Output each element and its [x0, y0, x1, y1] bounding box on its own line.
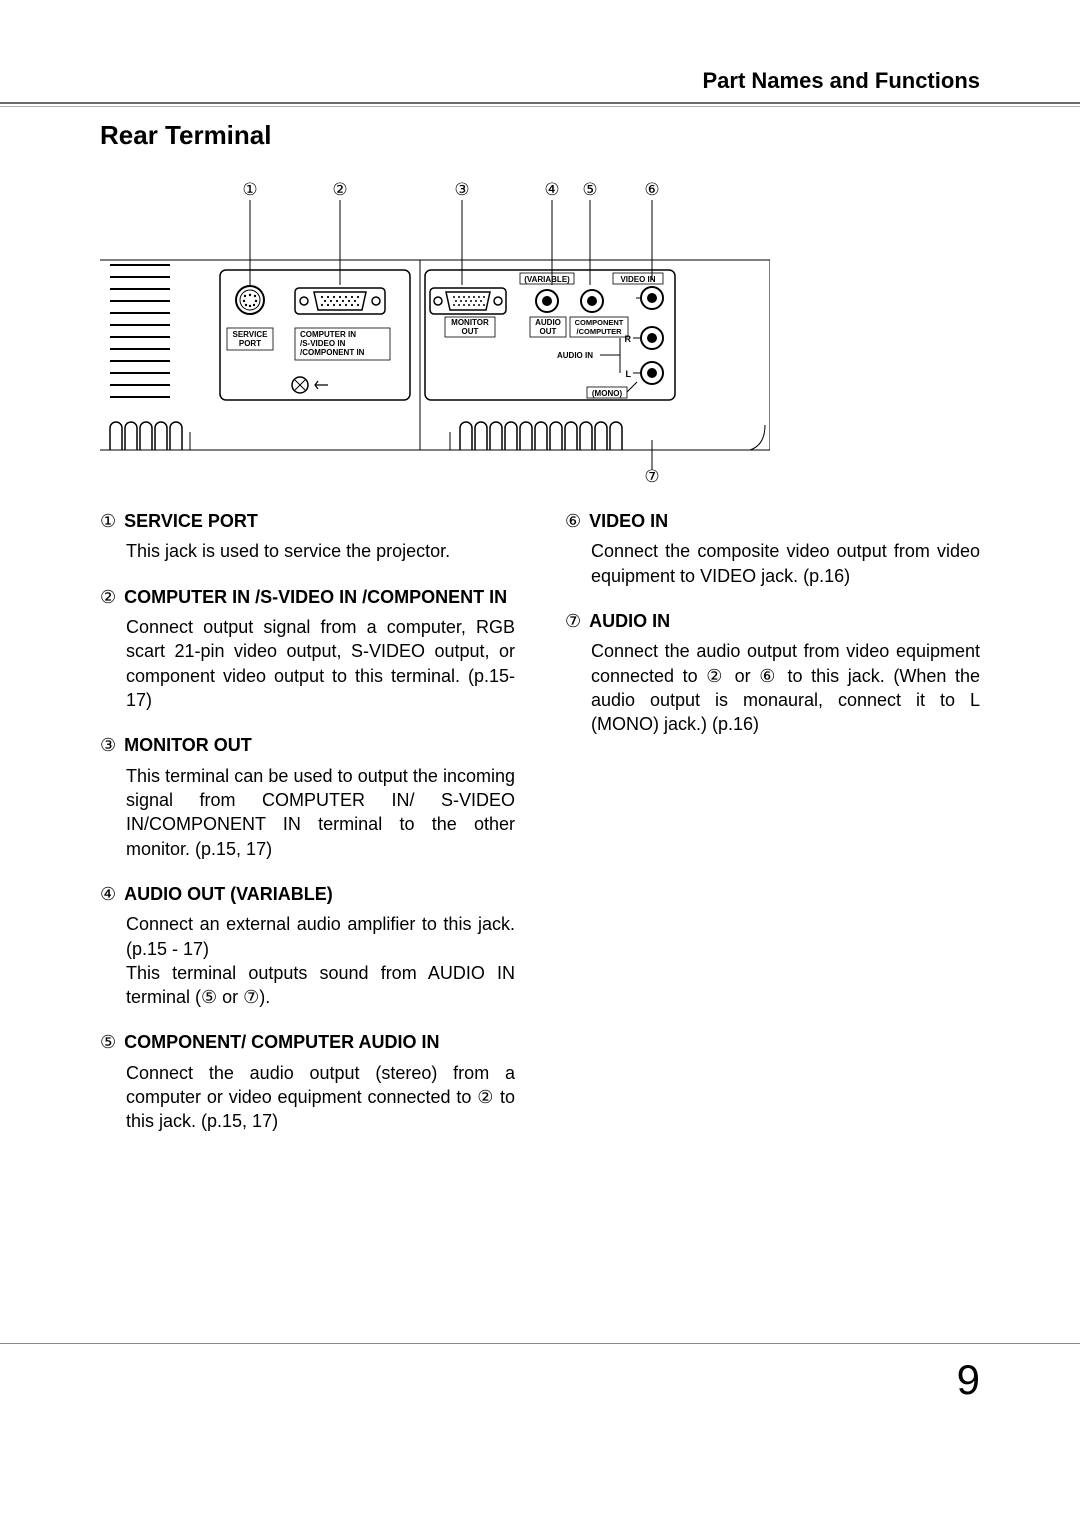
svg-text:VIDEO IN: VIDEO IN — [620, 275, 655, 284]
item-body: Connect output signal from a computer, R… — [100, 615, 515, 712]
svg-text:COMPUTER IN: COMPUTER IN — [300, 330, 356, 339]
item-title: COMPONENT/ COMPUTER AUDIO IN — [124, 1031, 439, 1054]
svg-text:(MONO): (MONO) — [592, 389, 623, 398]
svg-text:⑤: ⑤ — [582, 180, 597, 199]
item-body: Connect an external audio amplifier to t… — [100, 912, 515, 1009]
item-title: AUDIO OUT (VARIABLE) — [124, 883, 333, 906]
item-number: ⑤ — [100, 1031, 116, 1054]
svg-text:(VARIABLE): (VARIABLE) — [524, 275, 570, 284]
svg-text:①: ① — [242, 180, 257, 199]
item-video-in: ⑥ VIDEO IN Connect the composite video o… — [565, 510, 980, 588]
item-number: ① — [100, 510, 116, 533]
svg-text:MONITOR: MONITOR — [451, 318, 489, 327]
item-number: ④ — [100, 883, 116, 906]
svg-text:OUT: OUT — [462, 327, 479, 336]
item-component-audio-in: ⑤ COMPONENT/ COMPUTER AUDIO IN Connect t… — [100, 1031, 515, 1133]
svg-text:SERVICE: SERVICE — [233, 330, 269, 339]
page-title: Rear Terminal — [100, 120, 271, 151]
svg-text:OUT: OUT — [540, 327, 557, 336]
item-number: ③ — [100, 734, 116, 757]
description-columns: ① SERVICE PORT This jack is used to serv… — [100, 510, 980, 1156]
svg-text:⑥: ⑥ — [644, 180, 659, 199]
svg-text:/COMPONENT IN: /COMPONENT IN — [300, 348, 365, 357]
svg-text:PORT: PORT — [239, 339, 261, 348]
svg-text:R: R — [625, 334, 632, 344]
header-rule — [0, 102, 1080, 104]
item-number: ② — [100, 586, 116, 609]
item-body: Connect the composite video output from … — [565, 539, 980, 588]
svg-text:COMPONENT: COMPONENT — [575, 318, 624, 327]
item-body: Connect the audio output from video equi… — [565, 639, 980, 736]
svg-text:AUDIO IN: AUDIO IN — [557, 351, 593, 360]
svg-text:③: ③ — [454, 180, 469, 199]
item-number: ⑥ — [565, 510, 581, 533]
svg-text:/COMPUTER: /COMPUTER — [577, 327, 623, 336]
section-title: Part Names and Functions — [0, 68, 1080, 102]
item-title: VIDEO IN — [589, 510, 668, 533]
item-body: Connect the audio output (stereo) from a… — [100, 1061, 515, 1134]
item-service-port: ① SERVICE PORT This jack is used to serv… — [100, 510, 515, 564]
item-title: MONITOR OUT — [124, 734, 252, 757]
svg-text:②: ② — [332, 180, 347, 199]
page-number: 9 — [957, 1356, 980, 1404]
item-title: COMPUTER IN /S-VIDEO IN /COMPONENT IN — [124, 586, 507, 609]
footer-rule — [0, 1343, 1080, 1344]
svg-text:/S-VIDEO IN: /S-VIDEO IN — [300, 339, 346, 348]
header-subrule — [0, 106, 1080, 107]
item-computer-in: ② COMPUTER IN /S-VIDEO IN /COMPONENT IN … — [100, 586, 515, 713]
item-audio-in: ⑦ AUDIO IN Connect the audio output from… — [565, 610, 980, 737]
item-body: This jack is used to service the project… — [100, 539, 515, 563]
item-title: SERVICE PORT — [124, 510, 258, 533]
svg-text:④: ④ — [544, 180, 559, 199]
left-column: ① SERVICE PORT This jack is used to serv… — [100, 510, 515, 1156]
page-header: Part Names and Functions — [0, 68, 1080, 107]
item-audio-out: ④ AUDIO OUT (VARIABLE) Connect an extern… — [100, 883, 515, 1010]
item-monitor-out: ③ MONITOR OUT This terminal can be used … — [100, 734, 515, 861]
rear-terminal-diagram: ① ② ③ ④ ⑤ ⑥ ⑦ — [100, 170, 770, 490]
svg-text:AUDIO: AUDIO — [535, 318, 561, 327]
item-number: ⑦ — [565, 610, 581, 633]
right-column: ⑥ VIDEO IN Connect the composite video o… — [565, 510, 980, 1156]
item-body: This terminal can be used to output the … — [100, 764, 515, 861]
svg-text:L: L — [626, 369, 632, 379]
item-title: AUDIO IN — [589, 610, 670, 633]
